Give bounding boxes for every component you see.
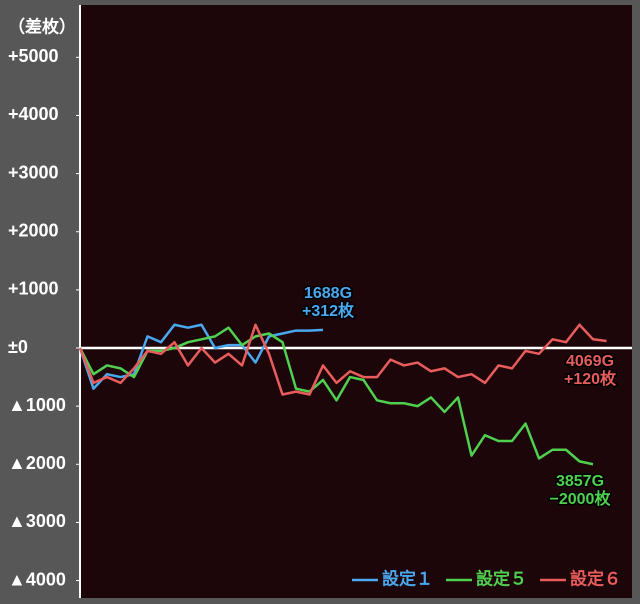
- legend-label: 設定１: [382, 568, 433, 588]
- annotation: 4069G: [566, 353, 614, 370]
- annotation: 1688G: [304, 285, 352, 302]
- y-tick-label: ▲3000: [8, 511, 66, 531]
- plot-area: [80, 5, 632, 598]
- y-tick-label: ▲4000: [8, 569, 66, 589]
- annotation: +120枚: [564, 369, 617, 388]
- series-line: [78, 323, 607, 396]
- series-line: [78, 323, 324, 390]
- legend-label: 設定６: [570, 568, 621, 588]
- y-tick-label: +3000: [8, 162, 59, 182]
- y-tick-label: ±0: [8, 337, 28, 357]
- y-tick-label: +1000: [8, 279, 59, 299]
- y-tick-label: +5000: [8, 46, 59, 66]
- y-axis-label: （差枚）: [8, 16, 76, 36]
- y-tick-label: ▲2000: [8, 453, 66, 473]
- y-tick-label: ▲1000: [8, 395, 66, 415]
- annotation: +312枚: [302, 301, 355, 320]
- y-tick-label: +2000: [8, 220, 59, 240]
- legend-label: 設定５: [476, 568, 527, 588]
- annotation: −2000枚: [550, 489, 612, 508]
- annotation: 3857G: [556, 473, 604, 490]
- y-tick-label: +4000: [8, 104, 59, 124]
